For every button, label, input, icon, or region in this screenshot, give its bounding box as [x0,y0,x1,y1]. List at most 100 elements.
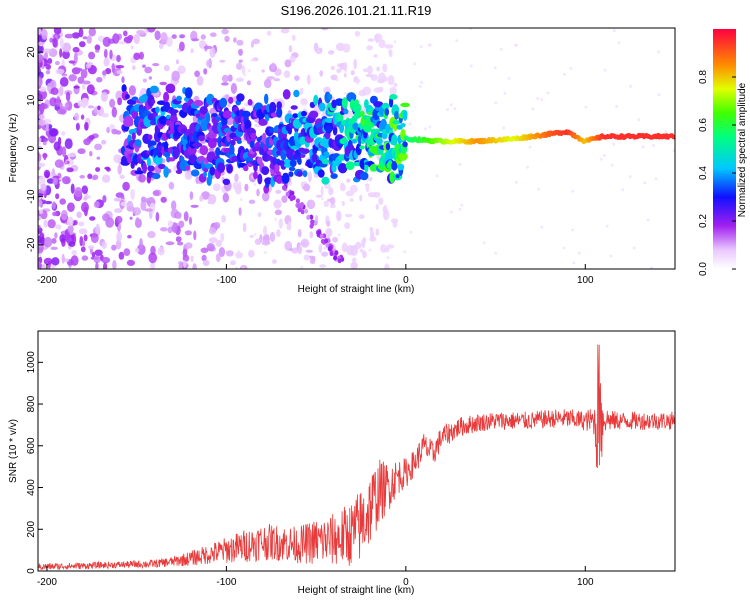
spectrogram-noise-blob [115,215,123,224]
spectrogram-tail-blob [334,250,339,256]
spectrogram-ridge-cell [192,142,203,148]
spectrogram-tail-blob [300,209,305,215]
spectrogram-noise-blob [60,209,68,221]
spectrogram-noise-blob [142,78,147,83]
spectrogram-noise-blob [55,193,60,200]
spectrogram-noise-blob [81,185,89,194]
spectrogram-noise-blob [61,131,66,136]
spectrogram-noise-blob [183,260,187,268]
spectrogram-noise-blob [94,249,103,256]
spectrogram-ridge-cell [269,126,275,134]
spectrogram-noise-blob [306,199,316,210]
spectrogram-noise-blob [130,188,135,200]
spectrogram-ridge-cell [184,87,193,99]
spectrogram-noise-blob [81,201,89,213]
spectrogram-noise-blob [47,219,56,229]
spectrogram-speckle [584,105,588,109]
snr-y-tick-label: 400 [26,479,37,496]
spectrogram-noise-blob [127,234,132,239]
snr-series-line [38,344,675,571]
spectrogram-noise-blob [297,245,303,255]
spectrogram-noise-blob [38,76,43,87]
spectrogram-noise-blob [213,183,221,192]
spectrogram-noise-blob [65,91,71,102]
spectrogram-speckle [537,187,541,191]
spectrogram-noise-blob [155,211,160,222]
spectrogram-noise-blob [117,164,122,175]
spectrogram-noise-blob [230,260,236,266]
spectrogram-ridge-cell [288,171,294,177]
spectrogram-speckle [450,210,453,214]
spectrogram-noise-blob [44,200,53,205]
spectrogram-noise-blob [256,188,260,197]
spectrogram-noise-blob [52,211,58,217]
spectrogram-noise-blob [38,176,46,187]
spectrogram-noise-blob [55,224,62,230]
spectrogram-ridge-cell [274,163,280,173]
spectrogram-noise-blob [50,87,59,95]
spectrogram-noise-blob [61,253,65,264]
spectrogram-noise-blob [120,201,127,207]
spectrogram-ridge-cell [134,170,144,175]
spectrogram-noise-blob [52,201,56,210]
spectrogram-noise-blob [142,64,146,68]
spectrogram-noise-blob [75,67,83,72]
spectrogram-noise-blob [199,40,206,49]
spectrogram-tail-blob [313,220,318,226]
spectrogram-speckle [507,76,511,80]
spectrogram-ridge-cell [236,139,242,144]
spectrogram-tail-blob [324,238,329,244]
spectrogram-noise-blob [101,112,109,118]
spectrogram-ridge-cell [236,93,245,102]
spectrogram-noise-blob [109,49,113,60]
spectrogram-ridge-cell [302,170,308,178]
spectrogram-speckle [253,232,257,236]
spectrogram-x-axis: -200 -100 0 100 [37,264,594,286]
spectrogram-noise-blob [38,42,45,46]
spectrogram-ridge-cell [389,171,396,184]
spectrogram-noise-blob [303,254,310,261]
spectrogram-noise-blob [95,223,101,235]
spectrogram-speckle [335,78,339,82]
spectrogram-noise-blob [344,213,353,218]
spectrogram-noise-blob [276,229,281,238]
spectrogram-noise-blob [103,57,110,67]
spectrogram-noise-blob [221,215,227,223]
spectrogram-speckle [237,249,241,253]
spectrogram-speckle [571,189,575,193]
spectrogram-ridge-cell [381,102,390,110]
spectrogram-noise-blob [112,33,120,44]
spectrogram-tail-blob [297,207,302,213]
spectrogram-ridge-cell [402,141,408,148]
spectrogram-noise-blob [320,185,324,197]
spectrogram-speckle [503,91,507,95]
spectrogram-speckle [646,218,650,222]
spectrogram-speckle [637,118,641,122]
spectrogram-speckle [621,188,625,192]
spectrogram-ridge-cell [373,101,384,108]
spectrogram-ridge-cell [391,134,398,146]
spectrogram-ridge-cell [359,110,365,117]
spectrogram-noise-blob [179,41,185,52]
spectrogram-noise-blob [220,232,225,242]
spectrogram-noise-blob [175,236,182,243]
spectrogram-noise-blob [332,236,339,243]
spectrogram-speckle [409,230,413,234]
spectrogram-noise-blob [305,249,313,253]
spectrogram-ridge-cell [346,92,357,103]
spectrogram-noise-blob [43,48,52,53]
spectrogram-ridge-cell [339,123,345,134]
spectrogram-noise-blob [64,33,74,39]
spectrogram-noise-blob [294,75,300,81]
spectrogram-noise-blob [182,254,190,262]
spectrogram-noise-blob [115,239,122,250]
spectrogram-ridge-cell [250,132,257,140]
spectrogram-speckle [628,175,632,179]
spectrogram-speckle [571,228,575,232]
spectrogram-noise-blob [93,201,100,208]
spectrogram-noise-blob [73,85,80,89]
spectrogram-noise-blob [241,266,245,269]
spectrogram-noise-blob [111,62,115,74]
spectrogram-noise-blob [201,191,211,200]
spectrogram-speckle [572,261,576,265]
